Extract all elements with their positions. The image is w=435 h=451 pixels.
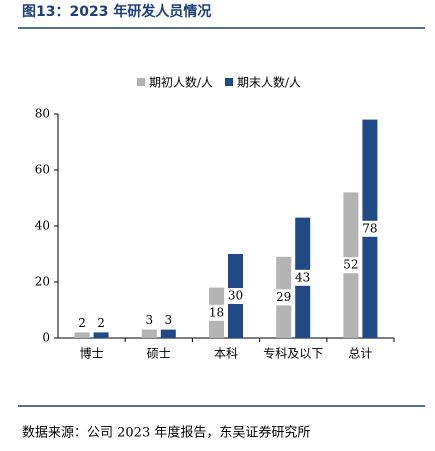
y-tick-label: 20 <box>35 275 50 289</box>
legend-label: 期初人数/人 <box>149 75 213 90</box>
data-label-bg <box>208 304 225 321</box>
y-tick-label: 40 <box>35 219 50 233</box>
chart-title: 图13：2023 年研发人员情况 <box>22 3 211 20</box>
legend-swatch <box>137 78 145 86</box>
x-tick-label: 本科 <box>214 347 238 361</box>
bar <box>93 332 109 338</box>
data-label-bg <box>227 288 244 304</box>
y-tick-label: 0 <box>42 331 50 345</box>
data-label: 3 <box>145 313 153 327</box>
data-label: 52 <box>343 258 358 272</box>
x-tick-label: 硕士 <box>147 347 171 361</box>
x-tick-label: 博士 <box>80 346 104 361</box>
bar <box>74 332 90 338</box>
source-note: 数据来源：公司 2023 年度报告，东吴证券研究所 <box>22 425 310 441</box>
data-label-bg <box>294 269 312 286</box>
data-label: 2 <box>78 316 86 330</box>
bar <box>160 329 176 338</box>
data-label-bg <box>275 289 293 306</box>
y-tick-label: 60 <box>35 163 50 177</box>
data-label: 29 <box>276 290 291 304</box>
bar <box>141 329 157 338</box>
legend-label: 期末人数/人 <box>237 75 301 90</box>
data-label: 30 <box>228 289 243 303</box>
data-label: 78 <box>362 221 377 235</box>
data-label: 2 <box>97 316 105 330</box>
x-tick-label: 总计 <box>348 347 372 361</box>
data-label-bg <box>342 257 360 274</box>
x-tick-label: 专科及以下 <box>263 346 323 361</box>
data-label: 43 <box>295 270 310 284</box>
data-label: 3 <box>164 313 172 327</box>
data-label: 18 <box>209 305 224 319</box>
legend-swatch <box>225 78 233 86</box>
data-label-bg <box>361 220 379 237</box>
y-tick-label: 80 <box>35 107 50 121</box>
